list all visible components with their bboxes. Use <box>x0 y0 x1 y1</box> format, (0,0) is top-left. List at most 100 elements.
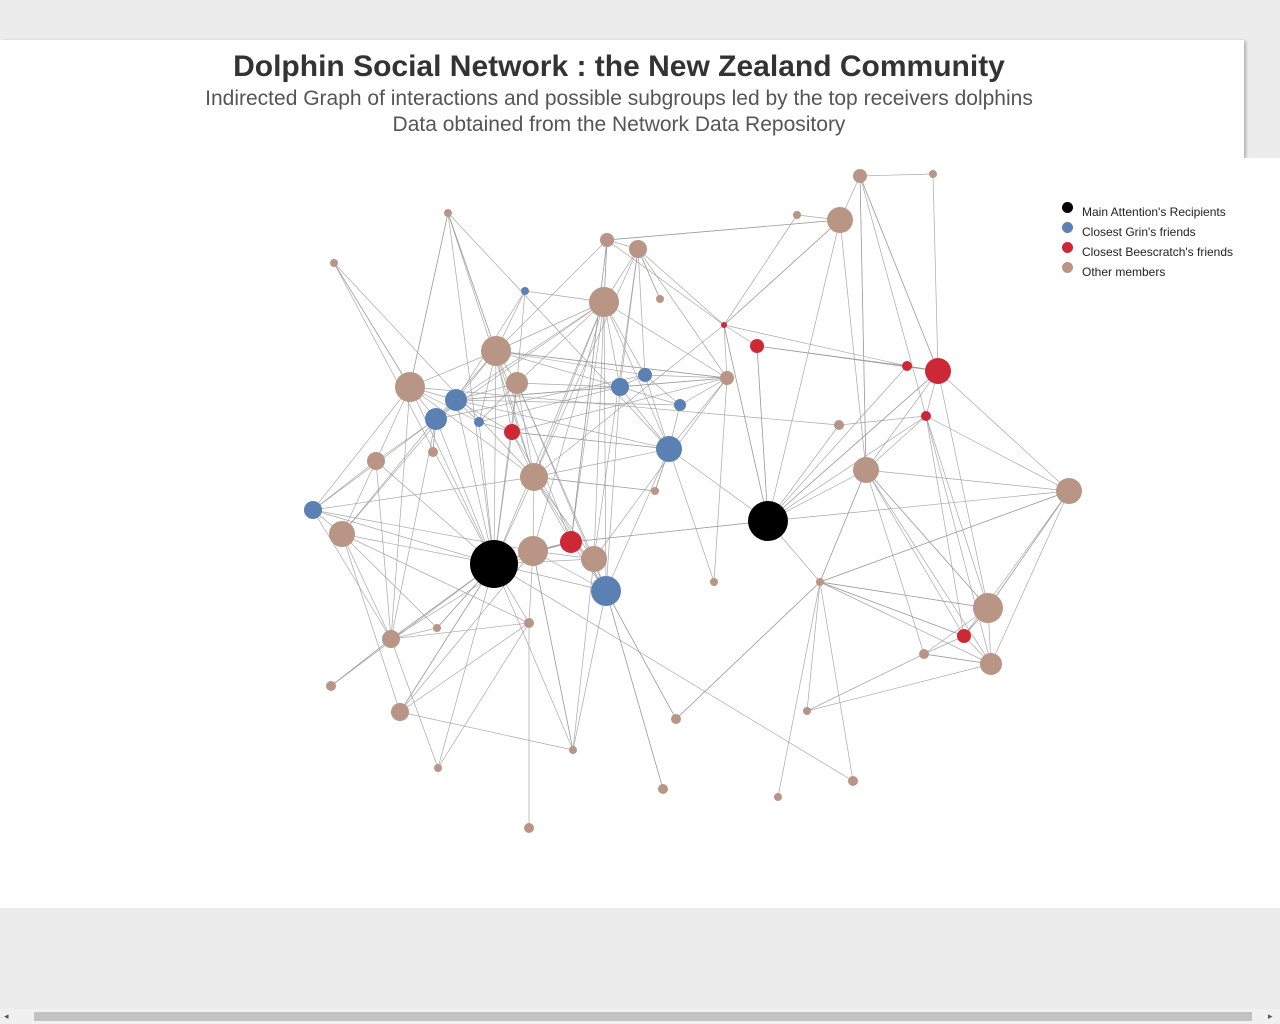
other-member-node[interactable] <box>774 793 782 801</box>
edge <box>668 448 769 522</box>
edge <box>511 431 670 450</box>
edge <box>435 374 646 420</box>
edge <box>516 301 605 384</box>
edge <box>990 490 1070 665</box>
other-member-node[interactable] <box>589 287 619 317</box>
edge <box>409 386 495 565</box>
other-member-node[interactable] <box>720 371 734 385</box>
legend: Main Attention's Recipients Closest Grin… <box>1062 202 1233 282</box>
edge <box>455 301 605 401</box>
other-member-node[interactable] <box>656 295 664 303</box>
edge <box>399 711 574 751</box>
other-member-node[interactable] <box>518 536 548 566</box>
other-member-node[interactable] <box>919 649 929 659</box>
other-member-node[interactable] <box>671 714 681 724</box>
beescratch-friend-node[interactable] <box>721 322 727 328</box>
other-member-node[interactable] <box>524 823 534 833</box>
grin-friend-node[interactable] <box>521 287 529 295</box>
other-member-node[interactable] <box>391 703 409 721</box>
subtitle-line-2: Data obtained from the Network Data Repo… <box>392 113 846 136</box>
scrollbar-thumb[interactable] <box>34 1012 1252 1021</box>
other-member-node[interactable] <box>569 746 577 754</box>
other-member-node[interactable] <box>1056 478 1082 504</box>
edge <box>593 301 605 560</box>
other-member-node[interactable] <box>710 578 718 586</box>
edge <box>341 533 530 624</box>
other-member-node[interactable] <box>428 447 438 457</box>
beescratch-friend-node[interactable] <box>957 629 971 643</box>
edge <box>819 469 867 583</box>
other-member-node[interactable] <box>600 233 614 247</box>
other-member-node[interactable] <box>481 336 511 366</box>
edge <box>932 173 939 372</box>
other-member-node[interactable] <box>848 776 858 786</box>
grin-friend-node[interactable] <box>656 436 682 462</box>
edge <box>312 509 392 640</box>
other-member-node[interactable] <box>853 457 879 483</box>
other-member-node[interactable] <box>929 170 937 178</box>
other-member-node[interactable] <box>581 546 607 572</box>
legend-item-main: Main Attention's Recipients <box>1062 202 1233 222</box>
other-member-node[interactable] <box>980 653 1002 675</box>
other-member-node[interactable] <box>853 169 867 183</box>
other-member-node[interactable] <box>330 259 338 267</box>
edge <box>723 324 769 522</box>
beescratch-friend-node[interactable] <box>921 411 931 421</box>
other-member-node[interactable] <box>827 207 853 233</box>
other-member-node[interactable] <box>973 593 1003 623</box>
beescratch-friend-node[interactable] <box>750 339 764 353</box>
other-member-node[interactable] <box>326 681 336 691</box>
beescratch-friend-node[interactable] <box>902 361 912 371</box>
edge <box>777 581 821 798</box>
grin-friend-node[interactable] <box>638 368 652 382</box>
edge <box>570 239 608 543</box>
grin-friend-node[interactable] <box>304 501 322 519</box>
edge <box>435 350 497 420</box>
scroll-left-icon[interactable]: ◂ <box>4 1011 9 1021</box>
other-member-node[interactable] <box>793 211 801 219</box>
other-member-node[interactable] <box>520 463 548 491</box>
edge <box>532 301 605 552</box>
edge <box>447 212 495 565</box>
edge <box>399 622 530 713</box>
edge <box>806 663 992 712</box>
horizontal-scrollbar[interactable]: ◂ ▸ <box>0 1009 1280 1024</box>
edge <box>819 490 1070 583</box>
edge <box>495 350 621 388</box>
other-member-node[interactable] <box>803 707 811 715</box>
edge <box>533 324 725 478</box>
beescratch-friend-node[interactable] <box>504 424 520 440</box>
grin-friend-node[interactable] <box>474 417 484 427</box>
main-attention-node[interactable] <box>470 540 518 588</box>
grin-friend-node[interactable] <box>611 378 629 396</box>
grin-friend-node[interactable] <box>425 408 447 430</box>
edge <box>399 563 495 713</box>
other-member-node[interactable] <box>444 209 452 217</box>
other-member-node[interactable] <box>433 624 441 632</box>
other-member-node[interactable] <box>329 521 355 547</box>
other-member-node[interactable] <box>524 618 534 628</box>
edge <box>619 386 670 450</box>
other-member-node[interactable] <box>629 240 647 258</box>
grin-friend-node[interactable] <box>591 576 621 606</box>
scroll-right-icon[interactable]: ▸ <box>1268 1011 1273 1021</box>
other-member-node[interactable] <box>816 578 824 586</box>
other-member-node[interactable] <box>651 487 659 495</box>
other-member-node[interactable] <box>395 372 425 402</box>
edge <box>533 448 670 478</box>
edge <box>493 563 854 782</box>
other-member-node[interactable] <box>434 764 442 772</box>
other-member-node[interactable] <box>506 372 528 394</box>
other-member-node[interactable] <box>367 452 385 470</box>
beescratch-friend-node[interactable] <box>925 358 951 384</box>
edge <box>341 533 438 629</box>
beescratch-friend-node[interactable] <box>560 531 582 553</box>
grin-friend-node[interactable] <box>674 399 686 411</box>
other-member-node[interactable] <box>658 784 668 794</box>
grin-friend-node[interactable] <box>445 389 467 411</box>
edge <box>925 415 992 665</box>
other-member-node[interactable] <box>382 630 400 648</box>
other-member-node[interactable] <box>834 420 844 430</box>
main-attention-node[interactable] <box>748 501 788 541</box>
edge <box>865 469 989 609</box>
